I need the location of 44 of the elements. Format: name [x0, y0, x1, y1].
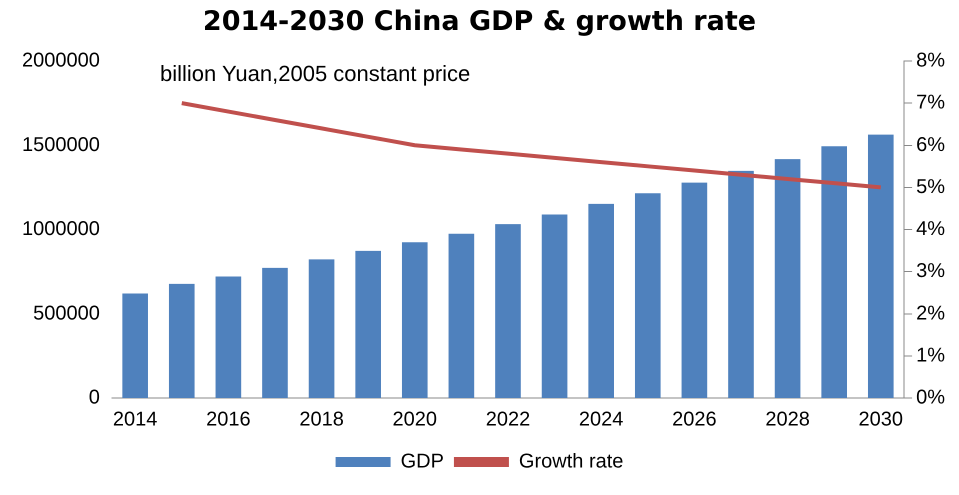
bar: [355, 250, 381, 398]
bar: [308, 259, 334, 398]
y2-tick-label: 7%: [916, 92, 946, 114]
bar: [402, 242, 428, 398]
x-tick-label: 2024: [578, 408, 624, 431]
chart-title: 2014-2030 China GDP & growth rate: [202, 6, 758, 37]
x-tick-label: 2018: [299, 408, 344, 431]
y2-tick-label: 3%: [916, 260, 946, 282]
x-tick-label: 2028: [765, 408, 810, 431]
bar: [634, 193, 661, 398]
bar: [588, 204, 614, 398]
bar: [495, 224, 521, 398]
legend-label: Growth rate: [518, 450, 624, 473]
x-tick-label: 2030: [858, 408, 904, 431]
bar: [774, 159, 800, 398]
x-tick-label: 2026: [672, 408, 717, 431]
bar: [728, 170, 754, 398]
bar: [868, 134, 894, 398]
y2-tick-label: 2%: [916, 302, 946, 324]
legend-label: GDP: [400, 450, 444, 473]
bar: [168, 284, 195, 398]
y2-tick-label: 0%: [916, 386, 946, 409]
y2-tick-label: 4%: [916, 218, 946, 240]
bar: [542, 214, 568, 398]
y-tick-label: 2000000: [22, 50, 100, 72]
y2-tick-label: 1%: [916, 344, 946, 366]
bar: [821, 146, 848, 398]
bar: [448, 234, 474, 398]
y-tick-label: 1500000: [22, 134, 100, 156]
x-tick-label: 2016: [206, 408, 251, 431]
bar: [262, 268, 288, 398]
bar: [122, 294, 148, 398]
bar: [216, 276, 242, 398]
y2-tick-label: 8%: [916, 50, 946, 72]
y-tick-label: 1000000: [22, 218, 100, 240]
bar: [682, 182, 708, 398]
x-tick-label: 2020: [392, 408, 438, 431]
y-tick-label: 500000: [33, 302, 100, 324]
x-tick-label: 2014: [112, 408, 158, 431]
x-tick-label: 2022: [486, 408, 530, 431]
y2-tick-label: 6%: [916, 134, 946, 156]
annotation: billion Yuan,2005 constant price: [160, 61, 470, 87]
y-tick-label: 0: [88, 386, 100, 409]
y2-tick-label: 5%: [916, 176, 946, 198]
